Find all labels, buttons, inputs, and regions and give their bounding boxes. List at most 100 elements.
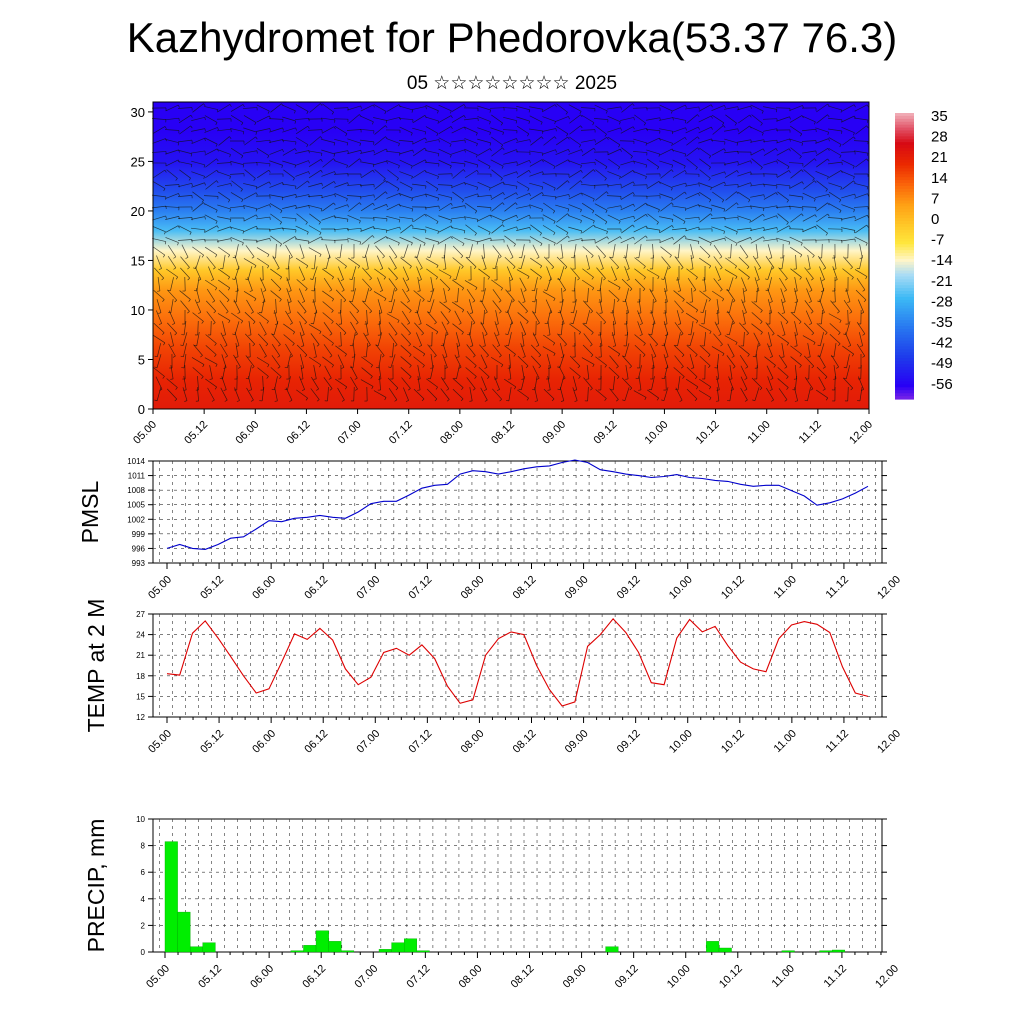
colorbar-segment bbox=[895, 305, 914, 310]
colorbar-segment bbox=[895, 296, 914, 301]
wind-barb bbox=[482, 332, 486, 346]
wind-barb bbox=[794, 299, 798, 313]
wind-barb bbox=[530, 257, 542, 267]
wind-barb bbox=[348, 257, 360, 267]
wind-barb bbox=[244, 136, 256, 146]
wind-barb-feather bbox=[762, 236, 765, 240]
wind-barb bbox=[490, 159, 504, 167]
wind-barb bbox=[399, 204, 413, 210]
wind-barb bbox=[360, 161, 374, 165]
wind-barb bbox=[645, 195, 661, 197]
wind-barb bbox=[582, 246, 594, 256]
wind-barb-feather bbox=[190, 125, 193, 129]
wind-barb-feather bbox=[529, 205, 531, 209]
wind-barb bbox=[582, 344, 594, 356]
wind-barb-feather bbox=[450, 236, 453, 240]
wind-barb-feather bbox=[786, 387, 789, 390]
wind-barb bbox=[360, 194, 374, 198]
wind-barb bbox=[363, 332, 371, 346]
wind-barb bbox=[234, 321, 240, 335]
y-tick-label: 0 bbox=[138, 402, 145, 417]
colorbar-segment bbox=[895, 206, 914, 210]
wind-barb bbox=[425, 150, 439, 154]
wind-barb-feather bbox=[752, 399, 756, 402]
wind-barb-feather bbox=[475, 154, 478, 158]
wind-barb bbox=[256, 247, 270, 255]
wind-barb bbox=[529, 204, 543, 210]
wind-barb bbox=[427, 311, 437, 323]
wind-barb-feather bbox=[756, 290, 760, 292]
colorbar-label: -35 bbox=[931, 314, 953, 331]
wind-barb-feather bbox=[788, 148, 791, 152]
wind-barb bbox=[529, 171, 543, 177]
wind-barb bbox=[509, 276, 511, 292]
wind-barb bbox=[556, 136, 568, 146]
wind-barb-feather bbox=[229, 154, 231, 158]
precip-x-tick-label: 11.00 bbox=[770, 963, 797, 990]
wind-barb bbox=[613, 298, 615, 314]
wind-barb-feather bbox=[484, 333, 488, 336]
wind-barb bbox=[698, 204, 712, 210]
wind-barb bbox=[272, 255, 280, 269]
wind-barb-feather bbox=[253, 178, 256, 181]
colorbar-segment bbox=[895, 378, 914, 383]
wind-barb bbox=[308, 247, 322, 255]
colorbar-segment bbox=[895, 320, 914, 324]
wind-barb bbox=[299, 354, 305, 368]
wind-barb-feather bbox=[568, 194, 570, 198]
wind-barb bbox=[595, 169, 607, 179]
wind-barb bbox=[698, 378, 712, 388]
wind-barb-feather bbox=[204, 128, 206, 132]
wind-barb bbox=[502, 107, 518, 109]
wind-barb-feather bbox=[645, 164, 648, 168]
wind-barb-feather bbox=[865, 276, 868, 280]
wind-barb bbox=[325, 255, 331, 269]
wind-barb-feather bbox=[346, 142, 349, 146]
wind-barb bbox=[529, 192, 543, 200]
wind-barb bbox=[568, 215, 582, 221]
wind-barb bbox=[273, 310, 279, 324]
wind-barb bbox=[607, 148, 621, 156]
colorbar-segment bbox=[895, 250, 914, 254]
wind-barb-feather bbox=[658, 153, 661, 157]
wind-barb bbox=[516, 125, 530, 135]
wind-barb bbox=[348, 300, 360, 312]
wind-barb bbox=[794, 321, 798, 335]
wind-barb-feather bbox=[310, 278, 313, 280]
wind-barb-feather bbox=[564, 344, 567, 347]
wind-barb bbox=[413, 290, 425, 300]
wind-barb bbox=[738, 125, 750, 135]
wind-barb-feather bbox=[395, 277, 398, 281]
wind-barb bbox=[321, 215, 335, 221]
wind-barb-feather bbox=[215, 254, 218, 258]
wind-barb bbox=[360, 379, 374, 387]
wind-barb-feather bbox=[308, 205, 310, 209]
wind-barb bbox=[612, 244, 616, 258]
wind-barb bbox=[634, 344, 646, 356]
wind-barb-feather bbox=[732, 366, 736, 369]
wind-barb bbox=[269, 149, 283, 155]
wind-barb bbox=[218, 246, 230, 256]
wind-barb-feather bbox=[484, 399, 488, 402]
wind-barb bbox=[685, 204, 699, 210]
wind-barb bbox=[335, 345, 347, 355]
wind-barb bbox=[555, 125, 569, 135]
wind-barb bbox=[698, 236, 712, 244]
colorbar-segment bbox=[895, 121, 914, 126]
wind-barb bbox=[573, 299, 577, 313]
wind-barb-feather bbox=[307, 125, 310, 129]
wind-barb bbox=[482, 288, 486, 302]
wind-barb bbox=[270, 213, 282, 223]
wind-barb bbox=[582, 323, 594, 333]
wind-barb-feather bbox=[320, 236, 323, 240]
wind-barb bbox=[308, 169, 322, 179]
wind-barb bbox=[307, 194, 323, 198]
wind-barb bbox=[321, 181, 335, 189]
wind-barb-feather bbox=[580, 170, 583, 173]
wind-barb-feather bbox=[173, 267, 177, 270]
wind-barb bbox=[690, 244, 694, 258]
wind-barb bbox=[699, 158, 711, 168]
wind-barb-feather bbox=[385, 191, 388, 195]
x-tick-label: 06.12 bbox=[285, 419, 313, 447]
wind-barb-feather bbox=[237, 366, 241, 369]
